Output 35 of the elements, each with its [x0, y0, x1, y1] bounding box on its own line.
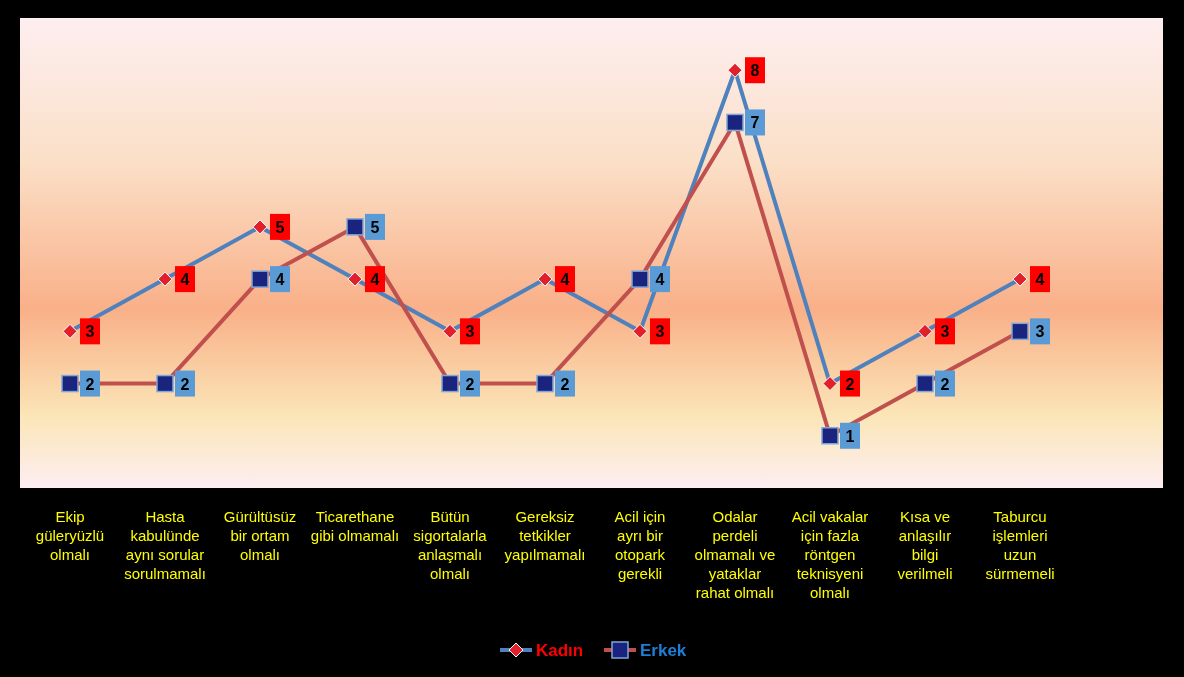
legend-label: Erkek	[640, 641, 687, 660]
data-label: 2	[940, 375, 950, 393]
data-label: 3	[655, 323, 665, 341]
x-tick-label: Gürültüsüz bir ortam olmalı	[223, 508, 297, 563]
data-label: 4	[180, 271, 190, 289]
data-label: 5	[370, 218, 380, 236]
x-tick-label: Bütün sigortalarla anlaşmalı olmalı	[413, 508, 488, 582]
data-label: 2	[465, 375, 475, 393]
data-label: 3	[1035, 323, 1045, 341]
data-label: 3	[940, 323, 950, 341]
legend-label: Kadın	[536, 641, 584, 660]
x-tick-label: Kısa ve anlaşılır bilgi verilmeli	[897, 508, 953, 582]
x-tick-label: Acil için ayrı bir otopark gerekli	[614, 508, 666, 582]
x-tick-label: Ticarethane gibi olmamalı	[310, 508, 400, 544]
data-label: 4	[655, 271, 665, 289]
x-tick-label: Taburcu işlemleri uzun sürmemeli	[985, 508, 1055, 582]
data-label: 7	[750, 114, 760, 132]
x-tick-label: Hasta kabulünde aynı sorular sorulmamalı	[124, 508, 206, 582]
x-tick-label: Acil vakalar için fazla röntgen teknisyeni olmalı	[791, 508, 869, 601]
x-tick-label: Odalar perdeli olmamalı ve yataklar rahat olmalı	[694, 508, 776, 601]
data-label: 1	[845, 427, 855, 445]
data-label: 5	[275, 218, 285, 236]
data-label: 2	[85, 375, 95, 393]
data-label: 8	[750, 62, 760, 80]
x-tick-label: Gereksiz tetkikler yapılmamalı	[504, 508, 586, 563]
data-label: 4	[560, 271, 570, 289]
data-label: 4	[1035, 271, 1045, 289]
data-label: 4	[275, 271, 285, 289]
x-tick-label: Ekip güleryüzlü olmalı	[35, 508, 105, 563]
data-label: 4	[370, 271, 380, 289]
data-label: 2	[560, 375, 570, 393]
data-label: 3	[465, 323, 475, 341]
data-label: 3	[85, 323, 95, 341]
data-label: 2	[845, 375, 855, 393]
data-label: 2	[180, 375, 190, 393]
